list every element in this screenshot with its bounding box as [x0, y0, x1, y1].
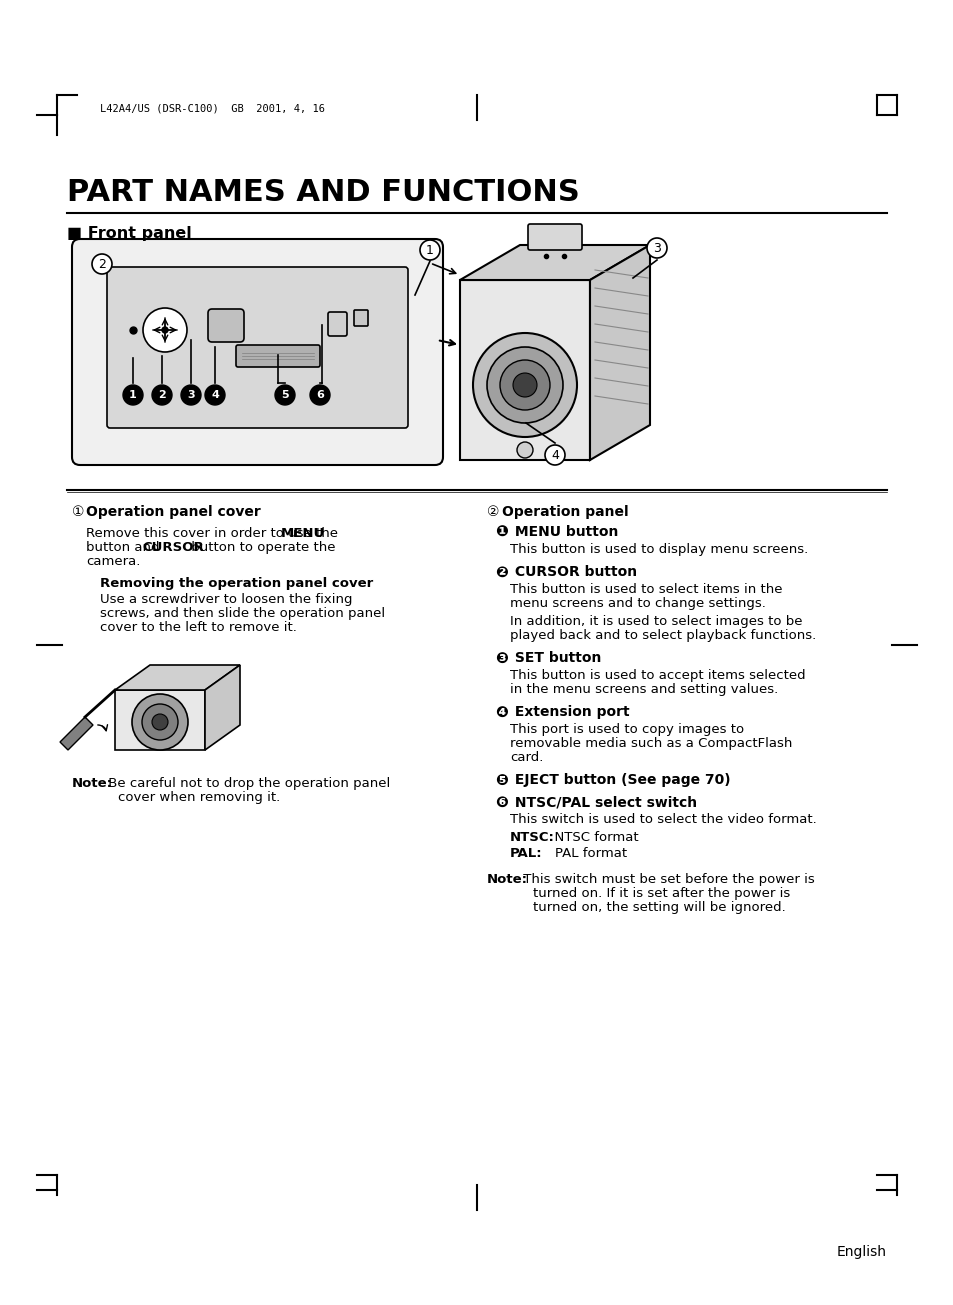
Text: 4: 4 [551, 449, 558, 462]
Text: Extension port: Extension port [510, 705, 629, 719]
Text: ❺: ❺ [495, 773, 507, 788]
Circle shape [419, 240, 439, 260]
Circle shape [486, 347, 562, 423]
Text: This button is used to display menu screens.: This button is used to display menu scre… [510, 543, 807, 556]
Text: NTSC:: NTSC: [510, 831, 555, 844]
Text: CURSOR: CURSOR [142, 542, 204, 555]
Circle shape [499, 360, 550, 410]
Circle shape [513, 373, 537, 397]
Circle shape [162, 328, 168, 333]
Text: ❷: ❷ [495, 565, 507, 579]
Text: camera.: camera. [86, 555, 140, 568]
Circle shape [143, 308, 187, 352]
Text: ❸: ❸ [495, 651, 507, 666]
FancyBboxPatch shape [107, 268, 408, 428]
Text: EJECT button (See page 70): EJECT button (See page 70) [510, 773, 730, 787]
FancyBboxPatch shape [71, 239, 442, 465]
Circle shape [205, 385, 225, 405]
Circle shape [152, 714, 168, 729]
Text: 2: 2 [98, 257, 106, 270]
Circle shape [181, 385, 201, 405]
Circle shape [310, 385, 330, 405]
Text: SET button: SET button [510, 651, 600, 666]
Circle shape [473, 333, 577, 437]
Circle shape [132, 694, 188, 750]
Text: This port is used to copy images to: This port is used to copy images to [510, 723, 743, 736]
Text: In addition, it is used to select images to be: In addition, it is used to select images… [510, 615, 801, 628]
Text: 3: 3 [187, 390, 194, 401]
Text: ❻: ❻ [495, 795, 507, 810]
Text: PAL:: PAL: [510, 847, 542, 860]
Text: NTSC/PAL select switch: NTSC/PAL select switch [510, 795, 697, 809]
Text: 1: 1 [129, 390, 136, 401]
Polygon shape [459, 281, 589, 459]
Polygon shape [115, 690, 205, 750]
FancyBboxPatch shape [354, 311, 368, 326]
Text: Use a screwdriver to loosen the fixing: Use a screwdriver to loosen the fixing [100, 592, 352, 606]
Text: card.: card. [510, 750, 543, 763]
Text: Operation panel: Operation panel [501, 505, 628, 519]
Text: screws, and then slide the operation panel: screws, and then slide the operation pan… [100, 607, 385, 620]
Circle shape [517, 442, 533, 458]
Text: PART NAMES AND FUNCTIONS: PART NAMES AND FUNCTIONS [67, 177, 579, 207]
Text: Remove this cover in order to use the: Remove this cover in order to use the [86, 527, 342, 540]
Circle shape [274, 385, 294, 405]
Text: 2: 2 [158, 390, 166, 401]
Polygon shape [60, 716, 92, 750]
Text: Note:: Note: [486, 873, 527, 886]
Text: NTSC format: NTSC format [545, 831, 638, 844]
Text: 6: 6 [315, 390, 324, 401]
Polygon shape [115, 666, 240, 690]
FancyBboxPatch shape [527, 224, 581, 251]
Text: MENU: MENU [281, 527, 325, 540]
Text: turned on. If it is set after the power is: turned on. If it is set after the power … [533, 887, 789, 900]
Circle shape [142, 703, 178, 740]
Text: This button is used to select items in the: This button is used to select items in t… [510, 583, 781, 596]
Text: Operation panel cover: Operation panel cover [86, 505, 260, 519]
Text: This switch is used to select the video format.: This switch is used to select the video … [510, 813, 816, 826]
FancyBboxPatch shape [328, 312, 347, 335]
Polygon shape [459, 245, 649, 281]
Text: This switch must be set before the power is: This switch must be set before the power… [518, 873, 814, 886]
Text: cover when removing it.: cover when removing it. [118, 791, 280, 804]
Text: menu screens and to change settings.: menu screens and to change settings. [510, 596, 765, 609]
Text: L42A4/US (DSR-C100)  GB  2001, 4, 16: L42A4/US (DSR-C100) GB 2001, 4, 16 [100, 103, 325, 114]
Text: cover to the left to remove it.: cover to the left to remove it. [100, 621, 296, 634]
Text: CURSOR button: CURSOR button [510, 565, 637, 579]
Circle shape [91, 254, 112, 274]
Circle shape [544, 445, 564, 465]
Circle shape [123, 385, 143, 405]
Text: MENU button: MENU button [510, 525, 618, 539]
Text: button and: button and [86, 542, 164, 555]
Text: button to operate the: button to operate the [187, 542, 335, 555]
Text: ❶: ❶ [495, 525, 507, 540]
Text: removable media such as a CompactFlash: removable media such as a CompactFlash [510, 737, 792, 750]
Text: 1: 1 [426, 244, 434, 257]
Text: 4: 4 [211, 390, 218, 401]
Text: Be careful not to drop the operation panel: Be careful not to drop the operation pan… [104, 776, 390, 790]
Text: turned on, the setting will be ignored.: turned on, the setting will be ignored. [533, 900, 785, 914]
Text: ■ Front panel: ■ Front panel [67, 226, 192, 241]
Circle shape [152, 385, 172, 405]
FancyBboxPatch shape [208, 309, 244, 342]
FancyBboxPatch shape [235, 345, 319, 367]
Polygon shape [589, 245, 649, 459]
Text: in the menu screens and setting values.: in the menu screens and setting values. [510, 683, 778, 696]
Text: English: English [836, 1245, 886, 1259]
Circle shape [646, 238, 666, 258]
Text: ②: ② [486, 505, 503, 519]
Text: ❹: ❹ [495, 705, 507, 720]
Text: PAL format: PAL format [537, 847, 626, 860]
Text: played back and to select playback functions.: played back and to select playback funct… [510, 629, 816, 642]
Text: Removing the operation panel cover: Removing the operation panel cover [100, 577, 373, 590]
Polygon shape [205, 666, 240, 750]
Text: This button is used to accept items selected: This button is used to accept items sele… [510, 669, 804, 683]
Text: 3: 3 [653, 241, 660, 254]
Text: Note:: Note: [71, 776, 112, 790]
Text: 5: 5 [281, 390, 289, 401]
Text: ①: ① [71, 505, 89, 519]
